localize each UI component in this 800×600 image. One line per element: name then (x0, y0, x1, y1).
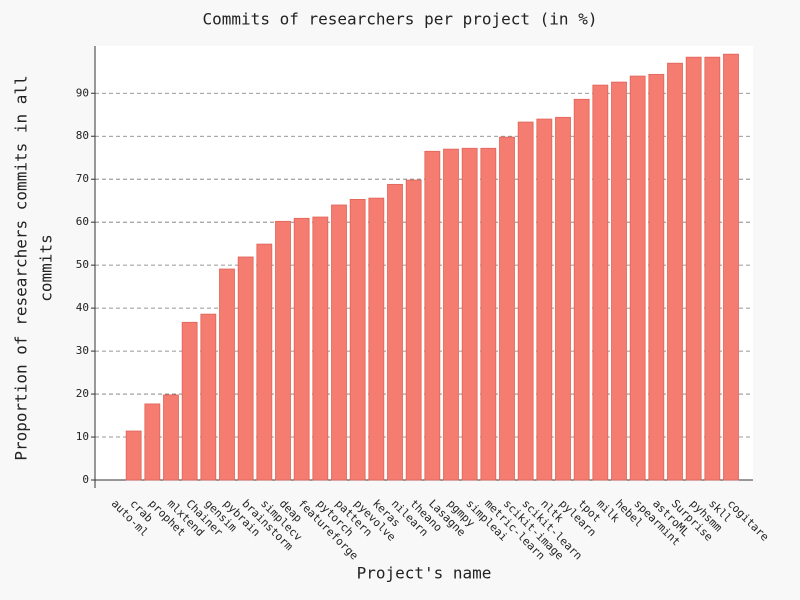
bar (555, 116, 571, 481)
y-tick-label: 30 (76, 344, 89, 357)
bar (312, 216, 329, 481)
y-tick-label: 90 (76, 86, 89, 99)
bar (499, 136, 515, 481)
bar (723, 53, 739, 481)
bar (125, 430, 142, 481)
bar (387, 183, 403, 481)
y-tick-label: 70 (76, 172, 89, 185)
bar (331, 204, 347, 481)
bar (517, 121, 534, 481)
y-tick-label: 0 (82, 473, 89, 486)
y-tick-label: 80 (76, 129, 89, 142)
bar (667, 62, 683, 481)
y-axis-label: commits (37, 234, 56, 301)
y-tick-label: 40 (76, 301, 89, 314)
bar (611, 81, 627, 481)
bar (405, 179, 422, 481)
bar (443, 148, 459, 481)
bar (704, 56, 721, 481)
bar (461, 147, 478, 481)
x-axis-label: Project's name (357, 564, 492, 583)
bar (349, 199, 366, 481)
bar (237, 256, 254, 481)
y-tick-label: 10 (76, 430, 89, 443)
bar (163, 394, 179, 481)
bar (480, 147, 497, 481)
bar (219, 268, 235, 481)
bar (685, 56, 702, 481)
chart-title: Commits of researchers per project (in %… (203, 10, 598, 29)
bar (536, 118, 553, 481)
bar (293, 217, 310, 481)
y-tick-label: 20 (76, 387, 89, 400)
bar (200, 313, 217, 481)
bar (629, 75, 646, 481)
bar (181, 321, 198, 481)
bar (424, 150, 441, 481)
bar (368, 197, 385, 481)
bar (573, 98, 590, 481)
bar (592, 84, 609, 481)
bar (275, 220, 291, 481)
bar (648, 73, 665, 481)
y-tick-label: 50 (76, 258, 89, 271)
y-tick-label: 60 (76, 215, 89, 228)
bar (256, 243, 273, 481)
y-axis-label: Proportion of researchers commits in all (12, 75, 31, 460)
bar (144, 403, 161, 481)
